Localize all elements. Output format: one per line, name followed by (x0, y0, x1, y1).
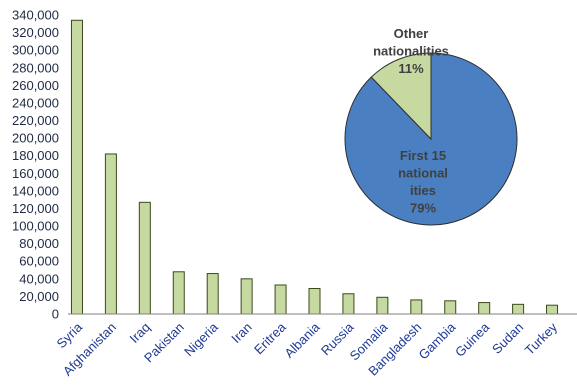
y-tick-label: 340,000 (12, 8, 59, 23)
y-tick-label: 20,000 (19, 289, 59, 304)
pie-label-first-15: 79% (410, 201, 436, 216)
y-tick-label: 180,000 (12, 148, 59, 163)
y-tick-label: 200,000 (12, 131, 59, 146)
pie-label-other: nationalities (373, 44, 449, 59)
y-tick-label: 220,000 (12, 113, 59, 128)
pie-slice-other (370, 52, 432, 141)
bar (70, 19, 83, 315)
y-tick-label: 140,000 (12, 183, 59, 198)
pie-label-other: Other (394, 26, 429, 41)
bar (104, 153, 117, 315)
bar (546, 304, 559, 315)
x-tick-label: Albania (281, 319, 323, 361)
y-axis-tick-labels: 0 20,000 40,000 60,000 80,000 100,000 120,000 1… (12, 8, 59, 322)
y-tick-label: 0 (52, 307, 59, 322)
y-tick-label: 240,000 (12, 95, 59, 110)
pie-label-first-15: national (398, 166, 448, 181)
y-tick-label: 260,000 (12, 78, 59, 93)
y-tick-label: 100,000 (12, 219, 59, 234)
bar (512, 303, 525, 315)
bar (274, 284, 287, 315)
bar (478, 302, 491, 315)
bar (138, 201, 151, 315)
x-tick-label: Gambia (416, 319, 459, 362)
pie-label-other: 11% (398, 61, 424, 76)
pie-label-first-15: ities (410, 183, 436, 198)
x-tick-label: Iraq (127, 320, 153, 346)
bar (342, 293, 355, 315)
x-tick-label: Turkey (522, 319, 561, 358)
x-tick-label: Iran (228, 320, 254, 346)
bar (206, 273, 219, 315)
x-tick-label: Guinea (452, 319, 493, 360)
pie-label-first-15: First 15 (400, 148, 446, 163)
bar (410, 299, 423, 315)
x-tick-label: Nigeria (181, 319, 221, 359)
y-tick-label: 80,000 (19, 236, 59, 251)
bar (444, 300, 457, 315)
y-tick-label: 120,000 (12, 201, 59, 216)
x-tick-label: Sudan (489, 320, 526, 357)
y-tick-label: 60,000 (19, 254, 59, 269)
bar (240, 278, 253, 315)
y-tick-label: 280,000 (12, 60, 59, 75)
pie-slices (344, 52, 518, 226)
bar (172, 271, 185, 315)
y-tick-label: 40,000 (19, 271, 59, 286)
y-tick-label: 160,000 (12, 166, 59, 181)
bar (308, 287, 321, 315)
bar (376, 296, 389, 315)
y-tick-label: 320,000 (12, 25, 59, 40)
y-tick-label: 300,000 (12, 43, 59, 58)
